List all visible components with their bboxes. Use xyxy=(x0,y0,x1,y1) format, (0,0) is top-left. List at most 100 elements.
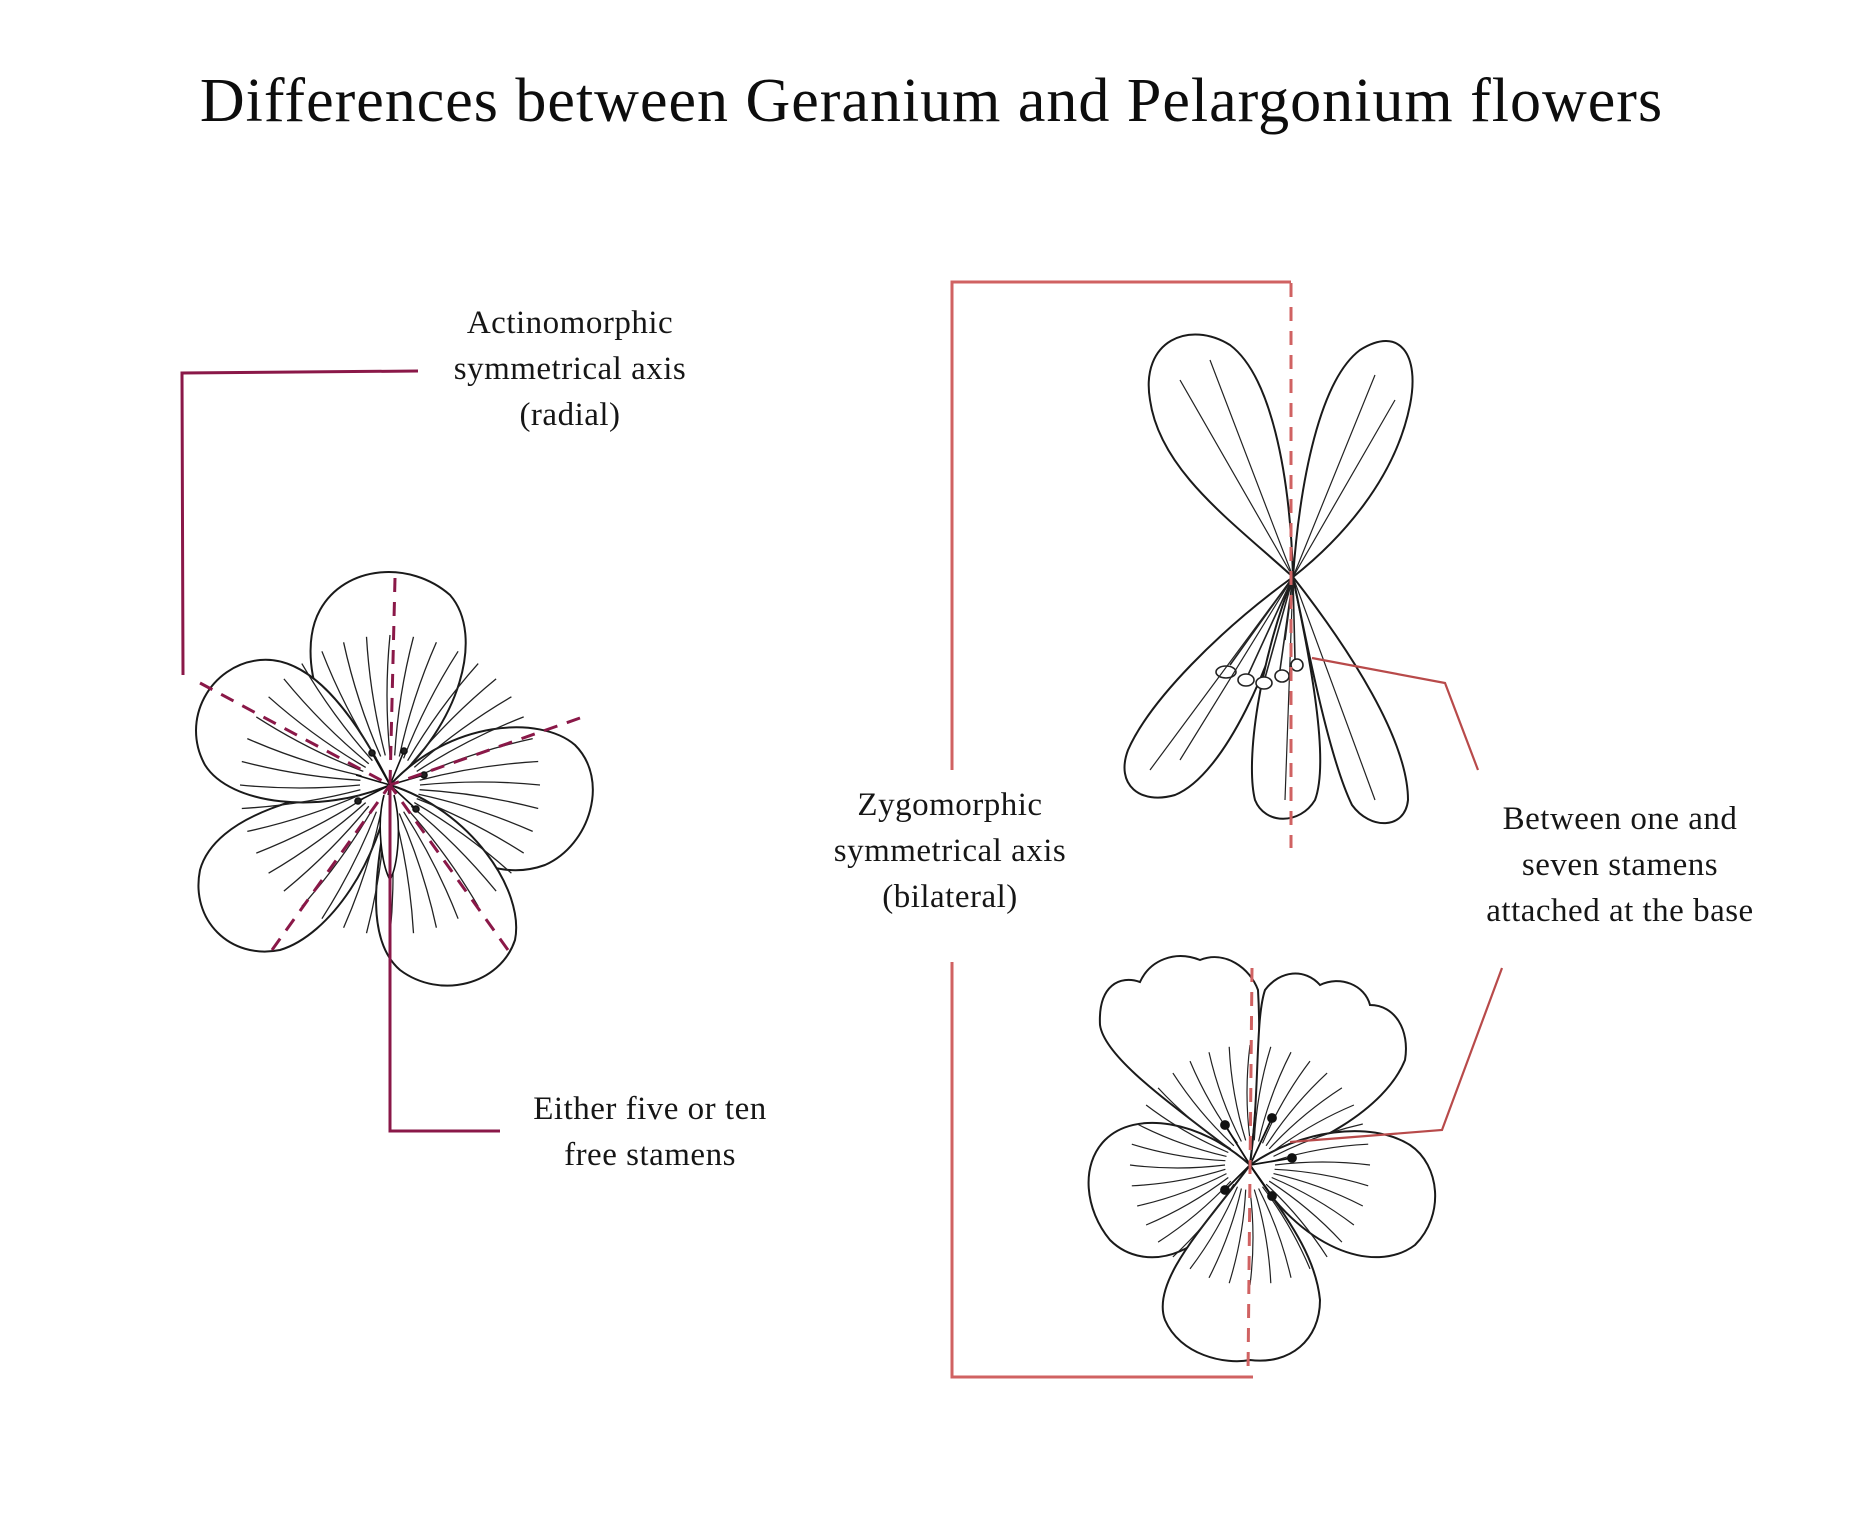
petal-vein xyxy=(1261,1060,1311,1144)
label-line: (bilateral) xyxy=(882,879,1018,915)
geranium-veins xyxy=(239,634,541,936)
petal-vein xyxy=(403,811,459,919)
petal-vein xyxy=(413,696,512,768)
petal-vein xyxy=(321,651,377,759)
diagram-title: Differences between Geranium and Pelargo… xyxy=(199,67,1664,135)
geranium-petal xyxy=(195,658,392,804)
petal-vein xyxy=(407,663,479,762)
stamen-leader-lines xyxy=(1289,656,1504,1144)
petal-vein xyxy=(1265,1183,1328,1258)
pelargonium-symmetry-axes xyxy=(1246,283,1293,1376)
petal-vein xyxy=(241,789,361,810)
pelargonium-petal xyxy=(1147,333,1295,580)
petal-vein xyxy=(239,784,361,789)
petal-vein xyxy=(1273,1123,1363,1157)
petal-vein xyxy=(301,808,373,907)
petal-vein xyxy=(1258,1051,1292,1142)
petal-vein xyxy=(247,738,362,777)
petal-vein xyxy=(1292,374,1376,578)
pelargonium-leader-lines xyxy=(950,280,1291,1379)
petal-vein xyxy=(419,789,539,810)
petal-vein xyxy=(1271,1176,1355,1226)
petal-vein xyxy=(1268,1180,1343,1243)
pelargonium-petal xyxy=(1291,340,1414,580)
petal-vein xyxy=(321,811,378,920)
label-line: free stamens xyxy=(564,1137,736,1173)
label-line: attached at the base xyxy=(1486,893,1754,929)
petal-vein xyxy=(419,760,539,781)
petal-vein xyxy=(1172,1072,1235,1147)
petal-vein xyxy=(1145,1177,1229,1226)
label-zygomorphic: Zygomorphic symmetrical axis (bilateral) xyxy=(800,782,1100,920)
petal-vein xyxy=(1253,1046,1272,1141)
petal-vein xyxy=(1131,1168,1226,1187)
pelargonium-petal xyxy=(1248,972,1407,1167)
petal-vein xyxy=(398,813,438,928)
petal-vein xyxy=(1249,1189,1254,1286)
petal-vein xyxy=(1284,576,1294,801)
petal-vein xyxy=(343,813,382,928)
label-attached-stamens: Between one and seven stamens attached a… xyxy=(1455,796,1785,934)
petal-vein xyxy=(419,781,541,786)
petal-vein xyxy=(1208,1052,1242,1142)
pelargonium-petal xyxy=(1123,574,1295,799)
petal-vein xyxy=(283,678,370,765)
petal-vein xyxy=(386,634,391,756)
label-line: symmetrical axis xyxy=(833,833,1067,869)
petal-vein xyxy=(1273,1173,1364,1207)
petal-vein xyxy=(416,797,525,854)
petal-vein xyxy=(1271,1104,1355,1153)
petal-vein xyxy=(1157,1087,1232,1150)
petal-vein xyxy=(1292,576,1376,801)
petal-vein xyxy=(413,802,512,874)
petal-vein xyxy=(1228,1046,1247,1141)
petal-vein xyxy=(1189,1186,1239,1270)
label-line: Zygomorphic xyxy=(857,787,1043,823)
petal-vein xyxy=(1253,1189,1272,1284)
petal-vein xyxy=(1246,1044,1251,1141)
petal-vein xyxy=(1268,1087,1343,1150)
geranium-leader-lines xyxy=(180,369,500,1133)
geranium-symmetry-axes xyxy=(199,577,581,951)
label-line: symmetrical axis xyxy=(453,351,687,387)
petal-vein xyxy=(268,802,367,874)
petal-vein xyxy=(1129,1164,1226,1169)
petal-vein xyxy=(1292,399,1396,578)
pelargonium-side-flower xyxy=(1123,333,1414,825)
petal-vein xyxy=(418,793,533,832)
label-line: Actinomorphic xyxy=(466,305,674,341)
petal-vein xyxy=(1145,1104,1229,1154)
petal-vein xyxy=(1274,1161,1371,1166)
petal-vein xyxy=(268,696,367,768)
label-line: Either five or ten xyxy=(533,1091,767,1127)
geranium-petal xyxy=(197,783,392,953)
petal-vein xyxy=(1131,1143,1226,1162)
petal-vein xyxy=(1274,1143,1369,1162)
label-line: Between one and xyxy=(1502,801,1738,837)
petal-vein xyxy=(241,760,361,781)
petal-vein xyxy=(1137,1173,1227,1207)
label-line: seven stamens xyxy=(1521,847,1719,883)
label-line: (radial) xyxy=(519,397,621,433)
petal-vein xyxy=(1258,1188,1292,1278)
pelargonium-front-stamens xyxy=(1220,1113,1297,1201)
pelargonium-petal xyxy=(1292,576,1410,825)
petal-vein xyxy=(1179,379,1294,578)
petal-vein xyxy=(1265,1072,1328,1147)
petal-vein xyxy=(255,716,364,773)
petal-vein xyxy=(301,663,373,762)
petal-vein xyxy=(407,808,479,907)
petal-vein xyxy=(402,650,459,759)
petal-vein xyxy=(1136,1123,1227,1157)
petal-vein xyxy=(418,737,533,777)
petal-vein xyxy=(1208,1188,1242,1279)
geranium-flower xyxy=(195,571,594,987)
petal-vein xyxy=(410,678,497,765)
petal-vein xyxy=(342,642,382,757)
petal-vein xyxy=(1179,576,1294,761)
petal-vein xyxy=(365,636,386,756)
petal-vein xyxy=(1274,1168,1369,1187)
petal-vein xyxy=(398,642,437,757)
